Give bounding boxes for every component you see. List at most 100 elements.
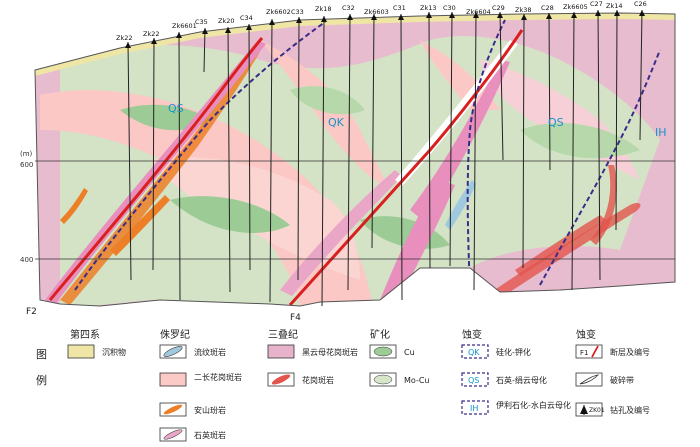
drillhole-arrow-icon [571,12,577,18]
drillhole-arrow-icon [321,16,327,22]
drillhole-line-zk14 [615,9,618,231]
drillhole-label: C26 [634,0,647,8]
drillhole-arrow-icon [202,28,208,34]
legend-title-char-2: 例 [36,373,47,387]
drillhole-label: Zk18 [315,5,332,13]
drillhole-arrow-icon [371,14,377,20]
legend-label-qk: 硅化-钾化 [496,347,531,357]
drillhole-arrow-icon [473,12,479,18]
legend-label-mo-cu: Mo-Cu [404,376,430,385]
alteration-boundary-qs-ih [539,49,661,286]
drillhole-line-c32 [347,13,351,291]
quartz-porphyry-3 [280,170,402,296]
legend-swatch-biotite-granite [267,344,295,359]
drillhole-arrow-icon [426,12,432,18]
zone-label-ih: IH [655,126,667,139]
drillhole-line-zk6605 [571,11,575,291]
legend-label-biotite-granite: 黑云母花岗斑岩 [302,347,358,357]
drillhole-line-zk20 [227,26,231,293]
axis-unit: (m) [20,150,33,158]
drillhole-label: C30 [443,4,456,12]
drillhole-label: C29 [492,4,505,12]
drillhole-line-zk6602 [269,18,273,303]
section-body [35,13,675,306]
drillhole-arrow-icon [125,42,131,48]
drillhole-label: C28 [541,4,554,12]
drillhole-line-zk38 [522,13,525,269]
drillhole-line-zk22 [127,41,132,281]
legend-heading-mineralization: 矿化 [370,328,390,341]
drillhole-label: C35 [195,18,208,26]
drillhole-arrow-icon [639,10,645,16]
quaternary-sediment [35,13,675,76]
legend-label-monzogranite: 二长花岗斑岩 [194,372,242,382]
monzogranite-band-3 [260,40,390,190]
drillhole-label: Zk22 [116,34,133,42]
rhyolite-lens-icon [163,346,183,357]
legend-label-sediment: 沉积物 [102,347,126,357]
fault-label-f4: F4 [290,313,301,323]
drillhole-line-zk13 [428,11,431,269]
drillhole-label: C33 [291,8,304,16]
granite-porphyry-dike-3 [590,165,617,245]
drillhole-label: C32 [342,4,355,12]
monzogranite-band-1 [40,90,372,306]
drillhole-label: Zk6601 [172,22,197,30]
legend-label-rhyolite: 流纹斑岩 [194,347,226,357]
drillhole-arrow-icon [176,32,182,38]
drillhole-arrow-icon [595,10,601,16]
drillhole-arrow-icon [521,14,527,20]
drillhole-label: Zk38 [515,6,532,14]
section-outline [34,12,676,307]
andesite-lens-icon [163,404,183,415]
drillhole-label: Zk22 [143,30,160,38]
drillhole-label: Zk6604 [466,8,491,16]
legend-label-qs: 石英-绢云母化 [496,375,547,385]
legend-heading-structure: 蚀变 [576,328,596,341]
drillhole-line-c34 [248,23,251,271]
drillhole-arrow-icon [225,27,231,33]
drillhole-line-c31 [400,13,403,301]
drillhole-line-zk6604 [473,11,477,291]
legend-label-granite-porphyry: 花岗斑岩 [302,375,334,385]
legend-label-ih: 伊利石化-水白云母化 [496,400,571,410]
cu-lens-2 [170,196,290,233]
zone-label-qk: QK [328,116,345,129]
drillhole-arrow-icon [449,12,455,18]
drillhole-arrow-icon [269,19,275,25]
legend-label-drillhole: 钻孔及编号 [610,405,650,415]
drillhole-label: Zk13 [420,4,437,12]
legend-label-fault: 断层及编号 [610,347,650,357]
drillhole-line-zk6603 [371,13,375,249]
legend-swatch-qs [461,372,489,387]
drillhole-arrow-icon [614,10,620,16]
drillhole-label: C27 [590,0,603,8]
drillhole-arrow-icon [347,14,353,20]
legend-code-qk: QK [468,348,480,357]
legend-code-fault: F1 [580,349,588,357]
drillhole-line-zk22 [152,37,155,271]
drillhole-arrow-icon [398,14,404,20]
granite-porphyry-lens-icon [271,374,291,385]
drillhole-arrow-icon [497,12,503,18]
drillhole-line-c28 [548,12,551,171]
legend: 图 例 第四系 侏罗纪 三叠纪 矿化 蚀变 蚀变 沉积物 流纹斑岩 二长花岗斑岩… [36,328,650,442]
mo-cu-lens-icon [373,374,393,385]
andesite-porphyry-2 [110,195,170,256]
legend-code-ih: IH [470,404,478,413]
legend-code-drillhole: ZK01 [589,407,605,414]
zone-label-qs-left: QS [168,102,184,115]
legend-swatch-monzogranite [159,372,187,387]
legend-label-quartz-porphyry: 石英斑岩 [194,430,226,440]
legend-swatch-sediment [67,344,95,359]
cu-lens-4 [290,86,365,115]
drillhole-arrow-icon [546,13,552,19]
elevation-tick-400: 400 [20,256,33,264]
drillhole-label: C31 [393,4,406,12]
drillhole-arrow-icon [246,24,252,30]
zone-label-qs-right: QS [548,116,564,129]
drillhole-line-c30 [449,11,453,267]
drillhole-line-c27 [597,9,601,281]
